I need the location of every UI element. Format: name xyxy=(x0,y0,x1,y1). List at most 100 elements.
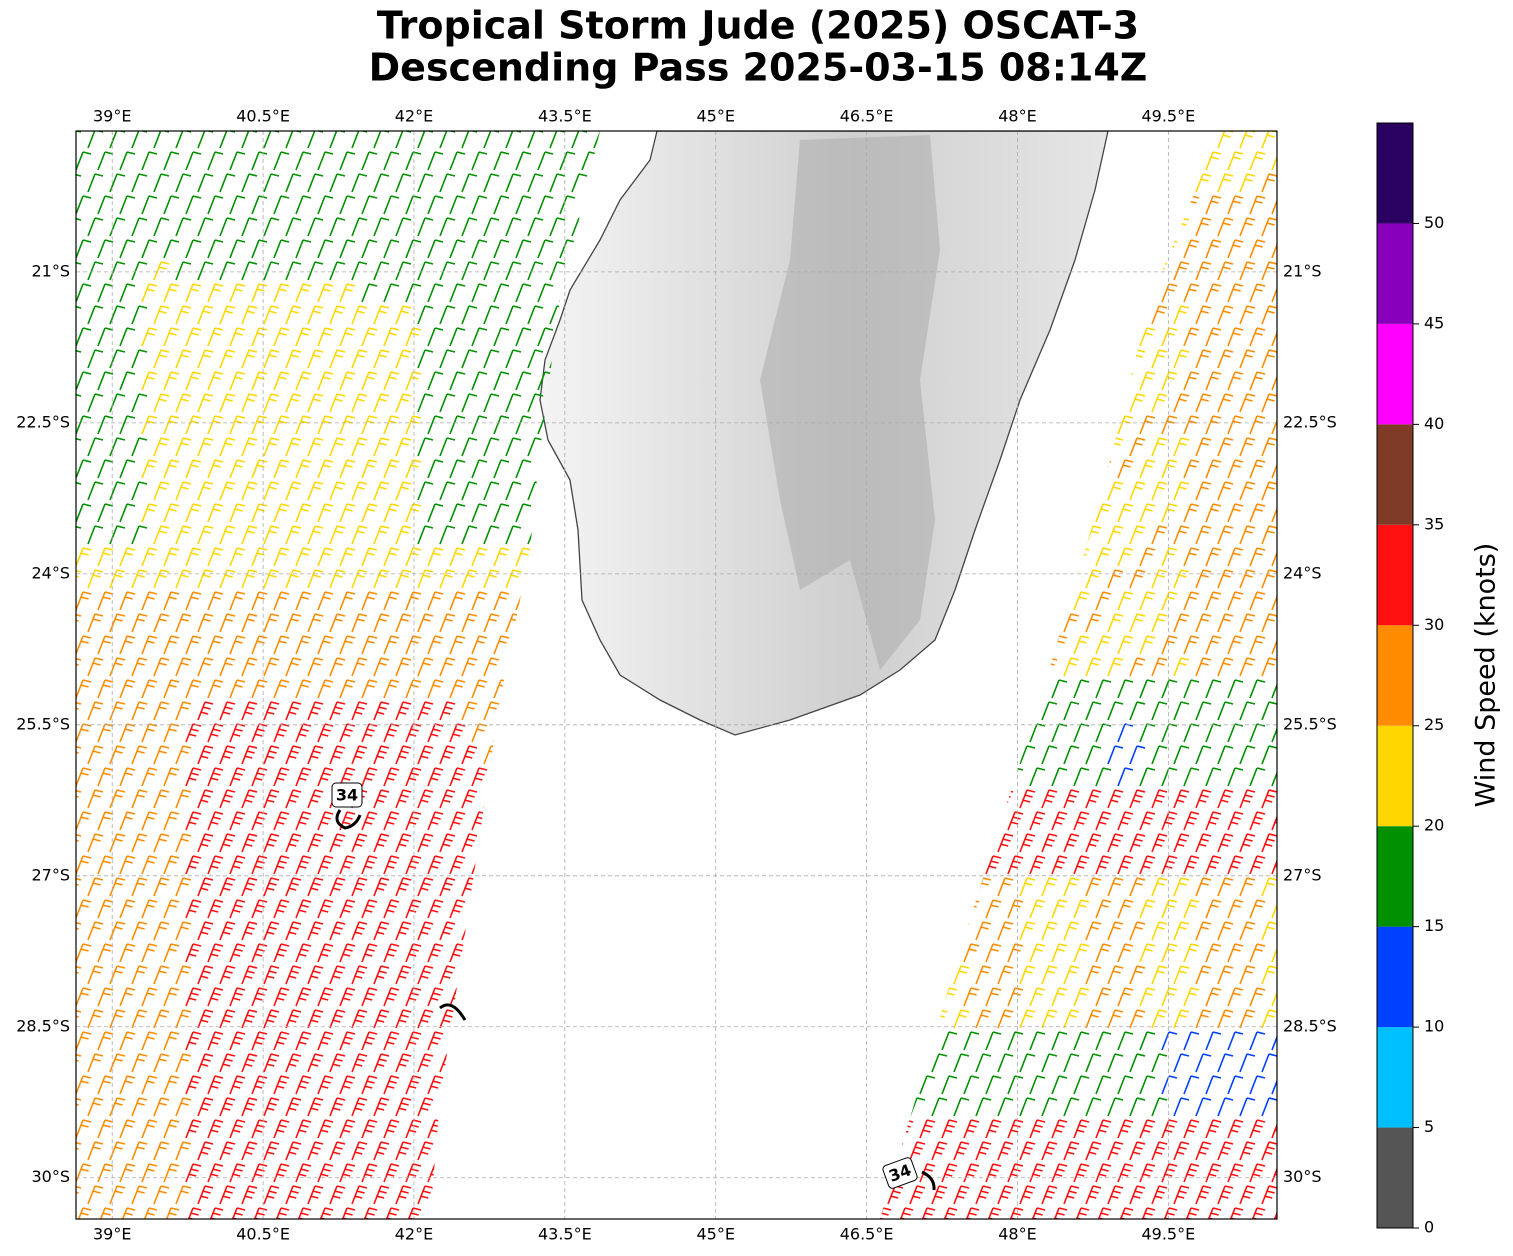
wind-barb xyxy=(373,701,390,721)
wind-barb xyxy=(163,1207,180,1219)
wind-barb xyxy=(119,635,136,655)
wind-barb xyxy=(887,877,904,897)
wind-barb xyxy=(604,988,619,1006)
wind-barb xyxy=(76,1009,82,1029)
wind-barb xyxy=(383,679,400,699)
wind-barb xyxy=(1205,1163,1222,1183)
wind-barb xyxy=(307,921,324,941)
wind-barb xyxy=(527,173,544,193)
wind-barb xyxy=(263,789,280,809)
wind-barb xyxy=(351,1097,368,1117)
wind-barb xyxy=(439,393,456,413)
wind-barb xyxy=(439,789,456,809)
wind-barb xyxy=(581,195,598,215)
contour-label-box: 34 xyxy=(882,1157,918,1189)
wind-barb xyxy=(383,151,400,171)
wind-barb xyxy=(483,965,500,985)
wind-barb xyxy=(1249,591,1266,611)
wind-barb xyxy=(285,217,302,237)
y-tick-label: 28.5°S xyxy=(16,1016,70,1035)
wind-barb xyxy=(439,1009,456,1029)
wind-barb xyxy=(131,131,148,149)
wind-barb xyxy=(1107,481,1124,501)
wind-barb xyxy=(405,635,422,655)
wind-barb xyxy=(87,217,104,237)
wind-barb xyxy=(931,1185,948,1205)
wind-barb xyxy=(241,305,258,325)
wind-barb xyxy=(163,679,180,699)
wind-barb xyxy=(263,613,280,633)
wind-barb xyxy=(1019,393,1036,413)
wind-barb xyxy=(1151,701,1168,721)
wind-barb xyxy=(571,1009,588,1029)
wind-barb xyxy=(207,1163,224,1183)
wind-barb xyxy=(87,393,104,413)
wind-barb xyxy=(493,459,510,479)
wind-barb xyxy=(1029,943,1046,963)
wind-barb xyxy=(1041,437,1058,457)
wind-barb xyxy=(383,195,400,215)
wind-barb xyxy=(417,877,434,897)
wind-barb xyxy=(317,239,334,259)
wind-barb xyxy=(1239,1185,1256,1205)
wind-barb xyxy=(175,789,192,809)
wind-barb xyxy=(1085,1009,1102,1029)
wind-barb xyxy=(897,855,914,875)
wind-barb xyxy=(1195,789,1212,809)
wind-barb xyxy=(285,1185,302,1205)
wind-barb xyxy=(527,525,544,545)
wind-barb xyxy=(263,437,280,457)
wind-barb xyxy=(483,1097,500,1117)
wind-barb xyxy=(483,569,500,589)
wind-barb xyxy=(1129,745,1146,765)
wind-barb xyxy=(229,1119,246,1139)
wind-barb xyxy=(427,283,444,303)
wind-barb xyxy=(219,261,236,281)
wind-barb xyxy=(295,679,312,699)
wind-barb xyxy=(317,327,334,347)
wind-barb xyxy=(1271,151,1277,171)
wind-barb xyxy=(931,921,948,941)
wind-barb xyxy=(285,131,302,149)
wind-barb xyxy=(395,745,412,765)
wind-barb xyxy=(76,415,92,435)
wind-barb xyxy=(76,679,92,699)
wind-barb xyxy=(109,745,126,765)
wind-barb xyxy=(887,1053,904,1073)
wind-barb xyxy=(131,833,148,853)
wind-barb xyxy=(87,701,104,721)
wind-barb xyxy=(87,965,104,985)
wind-barb xyxy=(527,1009,544,1029)
wind-barb xyxy=(339,1119,356,1139)
wind-barb xyxy=(97,1163,114,1183)
wind-barb xyxy=(76,393,82,413)
wind-barb xyxy=(1195,173,1212,193)
wind-barb xyxy=(1107,217,1124,237)
wind-barb xyxy=(1019,745,1036,765)
wind-barb xyxy=(449,679,466,699)
wind-barb xyxy=(931,745,948,765)
wind-barb xyxy=(1173,1185,1190,1205)
wind-barb xyxy=(515,151,532,171)
wind-barb xyxy=(1217,921,1234,941)
wind-barb xyxy=(1161,371,1178,391)
wind-barb xyxy=(76,789,82,809)
wind-barb xyxy=(1249,987,1266,1007)
wind-barb xyxy=(1217,1097,1234,1117)
wind-barb xyxy=(581,899,598,919)
wind-barb xyxy=(880,1207,892,1219)
wind-barb xyxy=(307,481,324,501)
wind-barb xyxy=(1139,195,1156,215)
wind-barb xyxy=(351,965,368,985)
wind-barb xyxy=(109,437,126,457)
wind-barb xyxy=(163,635,180,655)
wind-barb xyxy=(571,965,588,985)
wind-barb xyxy=(383,635,400,655)
wind-barb xyxy=(185,943,202,963)
wind-barb xyxy=(1073,767,1090,787)
wind-barb xyxy=(527,437,544,457)
wind-barb xyxy=(317,371,334,391)
wind-barb xyxy=(361,195,378,215)
wind-barb xyxy=(405,723,422,743)
wind-barb xyxy=(1249,327,1266,347)
